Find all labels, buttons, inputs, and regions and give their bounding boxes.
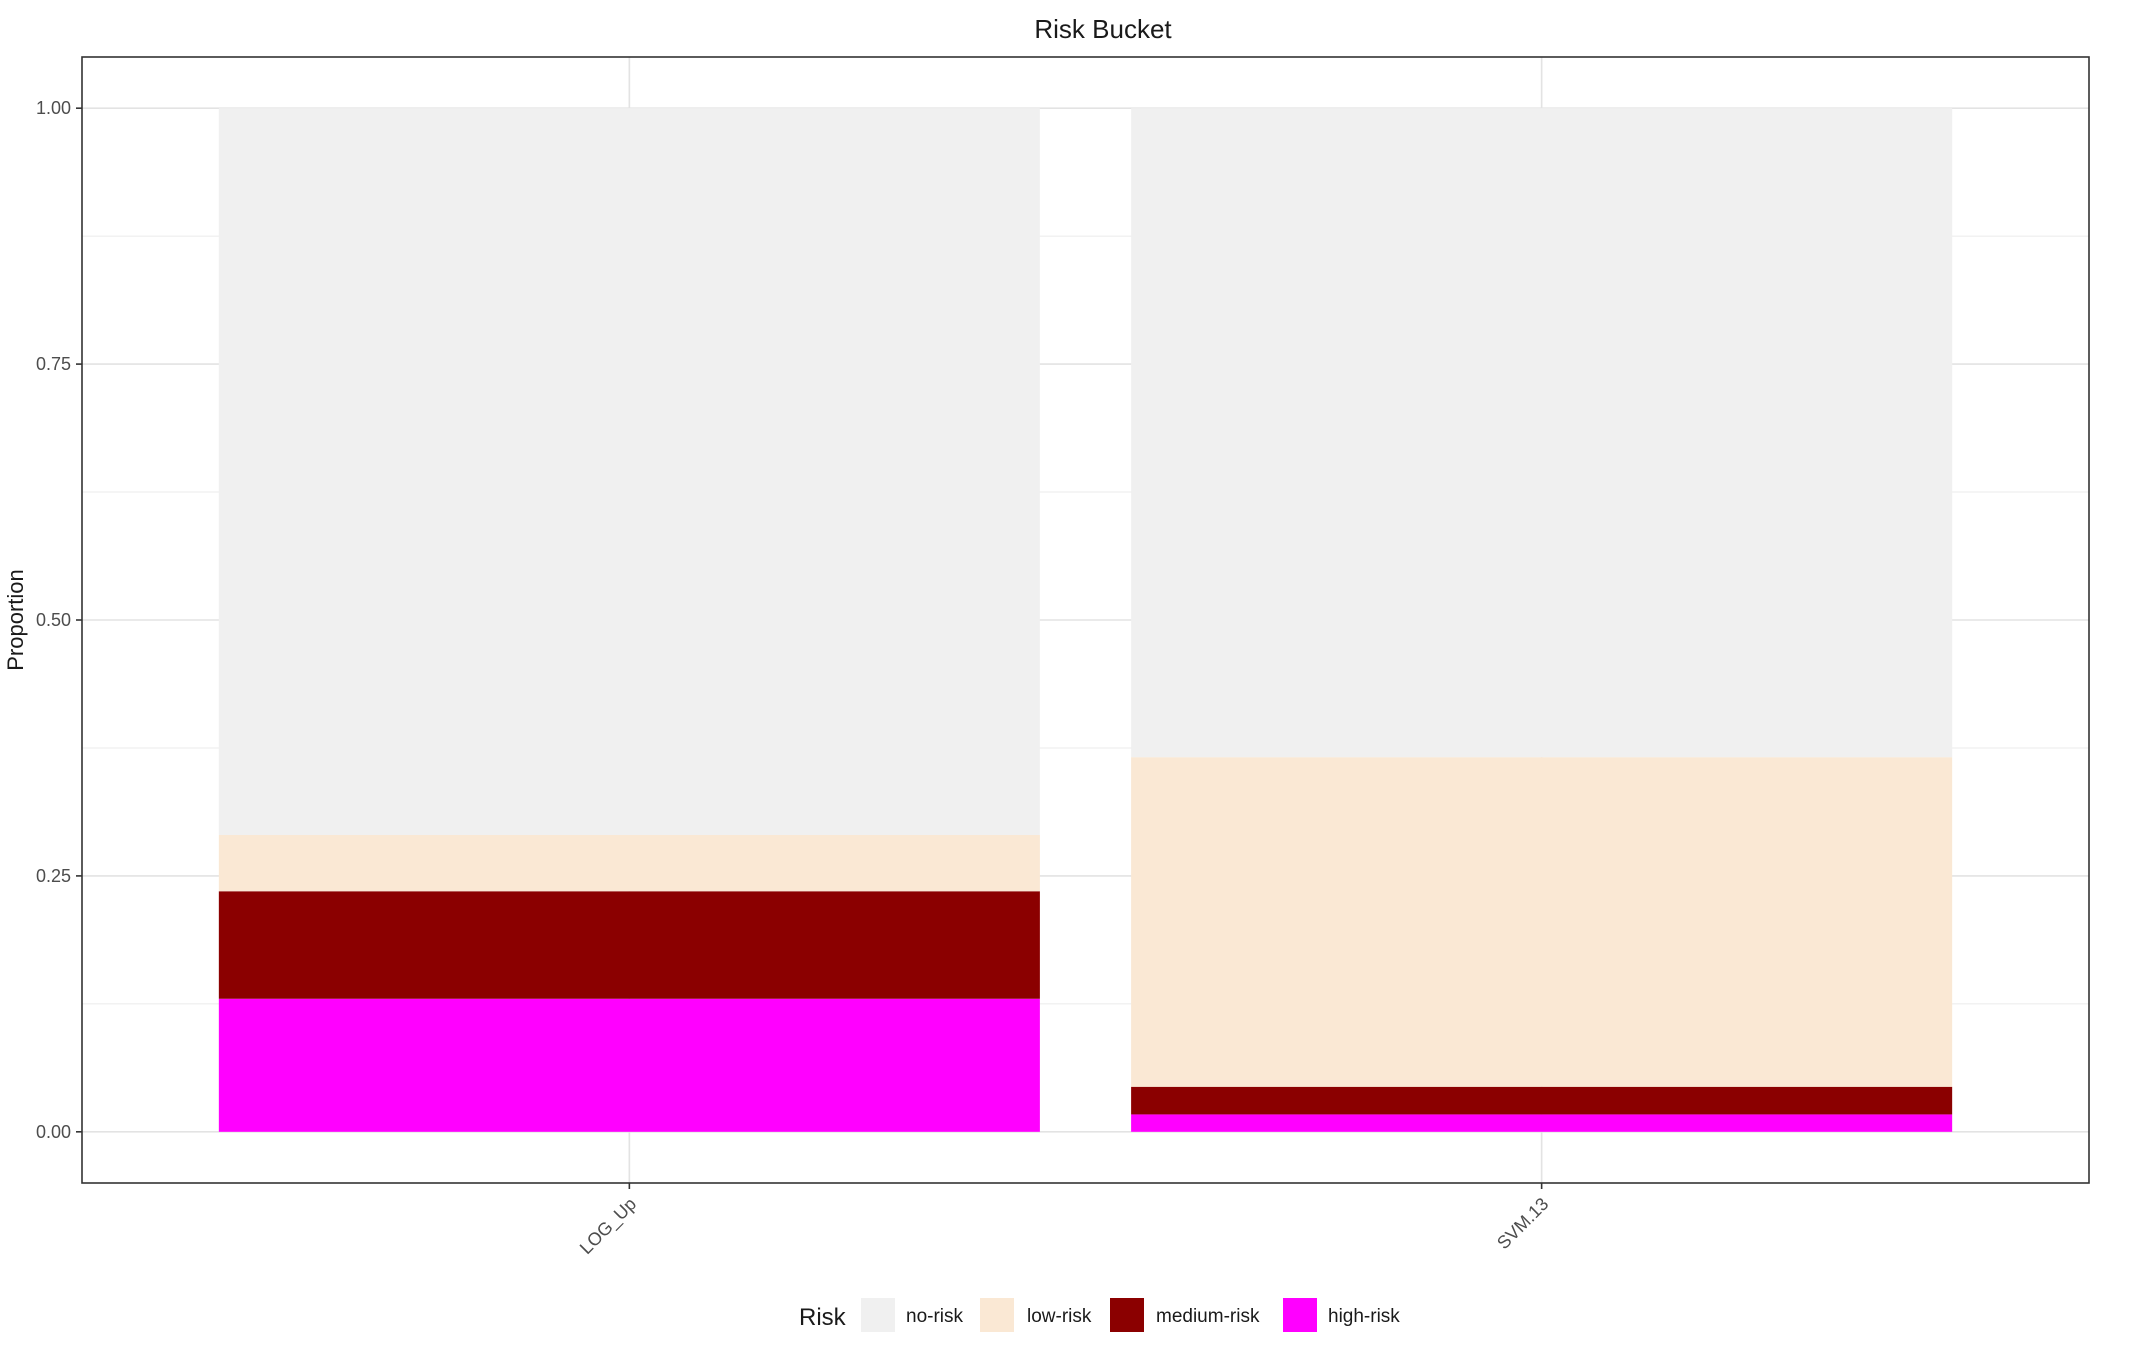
x-tick-label: LOG_Up [576,1194,641,1259]
legend-label-no-risk: no-risk [906,1306,964,1327]
y-tick-label: 0.50 [36,610,71,630]
y-tick-label: 0.25 [36,866,71,886]
bar-segment-high-risk-LOG_Up [218,998,1040,1132]
legend-title: Risk [799,1304,847,1331]
y-axis-label: Proportion [3,569,28,671]
bar-segment-medium-risk-SVM.13 [1131,1086,1953,1115]
legend-key-no-risk [861,1298,895,1332]
legend-key-high-risk [1283,1298,1317,1332]
chart-title: Risk Bucket [1034,14,1172,44]
legend: Risk no-risk low-risk medium-risk high-risk [799,1298,1400,1332]
bar-segment-low-risk-LOG_Up [218,834,1040,892]
legend-label-low-risk: low-risk [1027,1306,1092,1327]
bar-segment-no-risk-SVM.13 [1131,108,1953,758]
y-tick-label: 0.00 [36,1122,71,1142]
bar-segment-medium-risk-LOG_Up [218,891,1040,999]
x-tick-label: SVM.13 [1493,1194,1552,1253]
x-axis: LOG_Up SVM.13 [576,1183,1552,1259]
y-axis: 0.00 0.25 0.50 0.75 1.00 [36,98,82,1142]
bar-segment-low-risk-SVM.13 [1131,757,1953,1087]
legend-label-high-risk: high-risk [1328,1306,1400,1327]
legend-key-medium-risk [1110,1298,1144,1332]
legend-key-low-risk [980,1298,1014,1332]
bar-segment-high-risk-SVM.13 [1131,1114,1953,1132]
y-tick-label: 1.00 [36,98,71,118]
legend-label-medium-risk: medium-risk [1156,1306,1260,1327]
bar-segment-no-risk-LOG_Up [218,108,1040,835]
y-tick-label: 0.75 [36,354,71,374]
bars [218,108,1953,1132]
